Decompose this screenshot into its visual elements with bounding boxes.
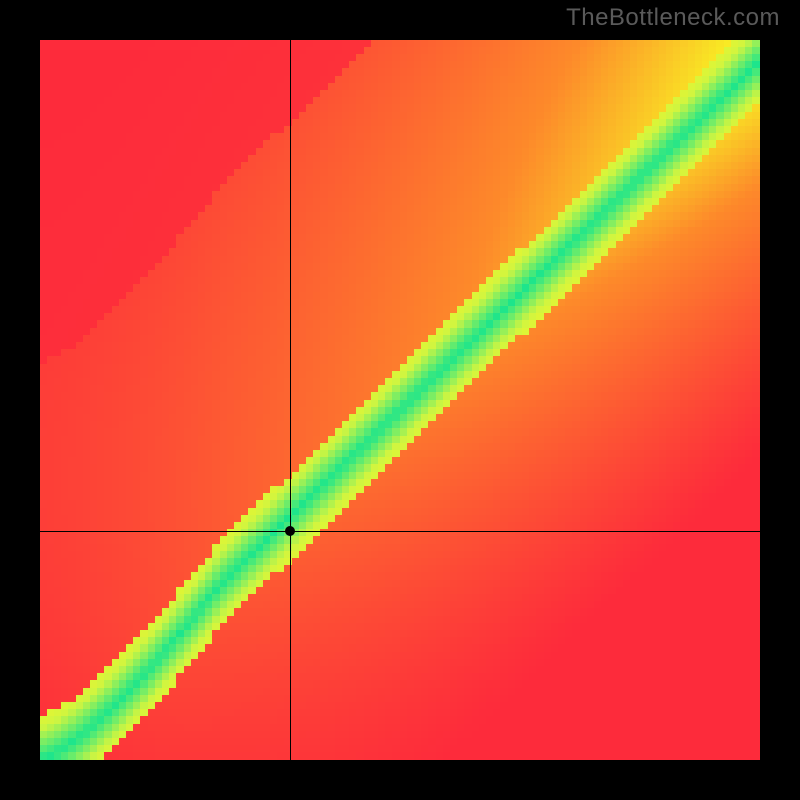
watermark-label: TheBottleneck.com — [566, 4, 780, 32]
heatmap-canvas — [40, 40, 760, 760]
chart-container: TheBottleneck.com — [0, 0, 800, 800]
plot-area — [40, 40, 760, 760]
